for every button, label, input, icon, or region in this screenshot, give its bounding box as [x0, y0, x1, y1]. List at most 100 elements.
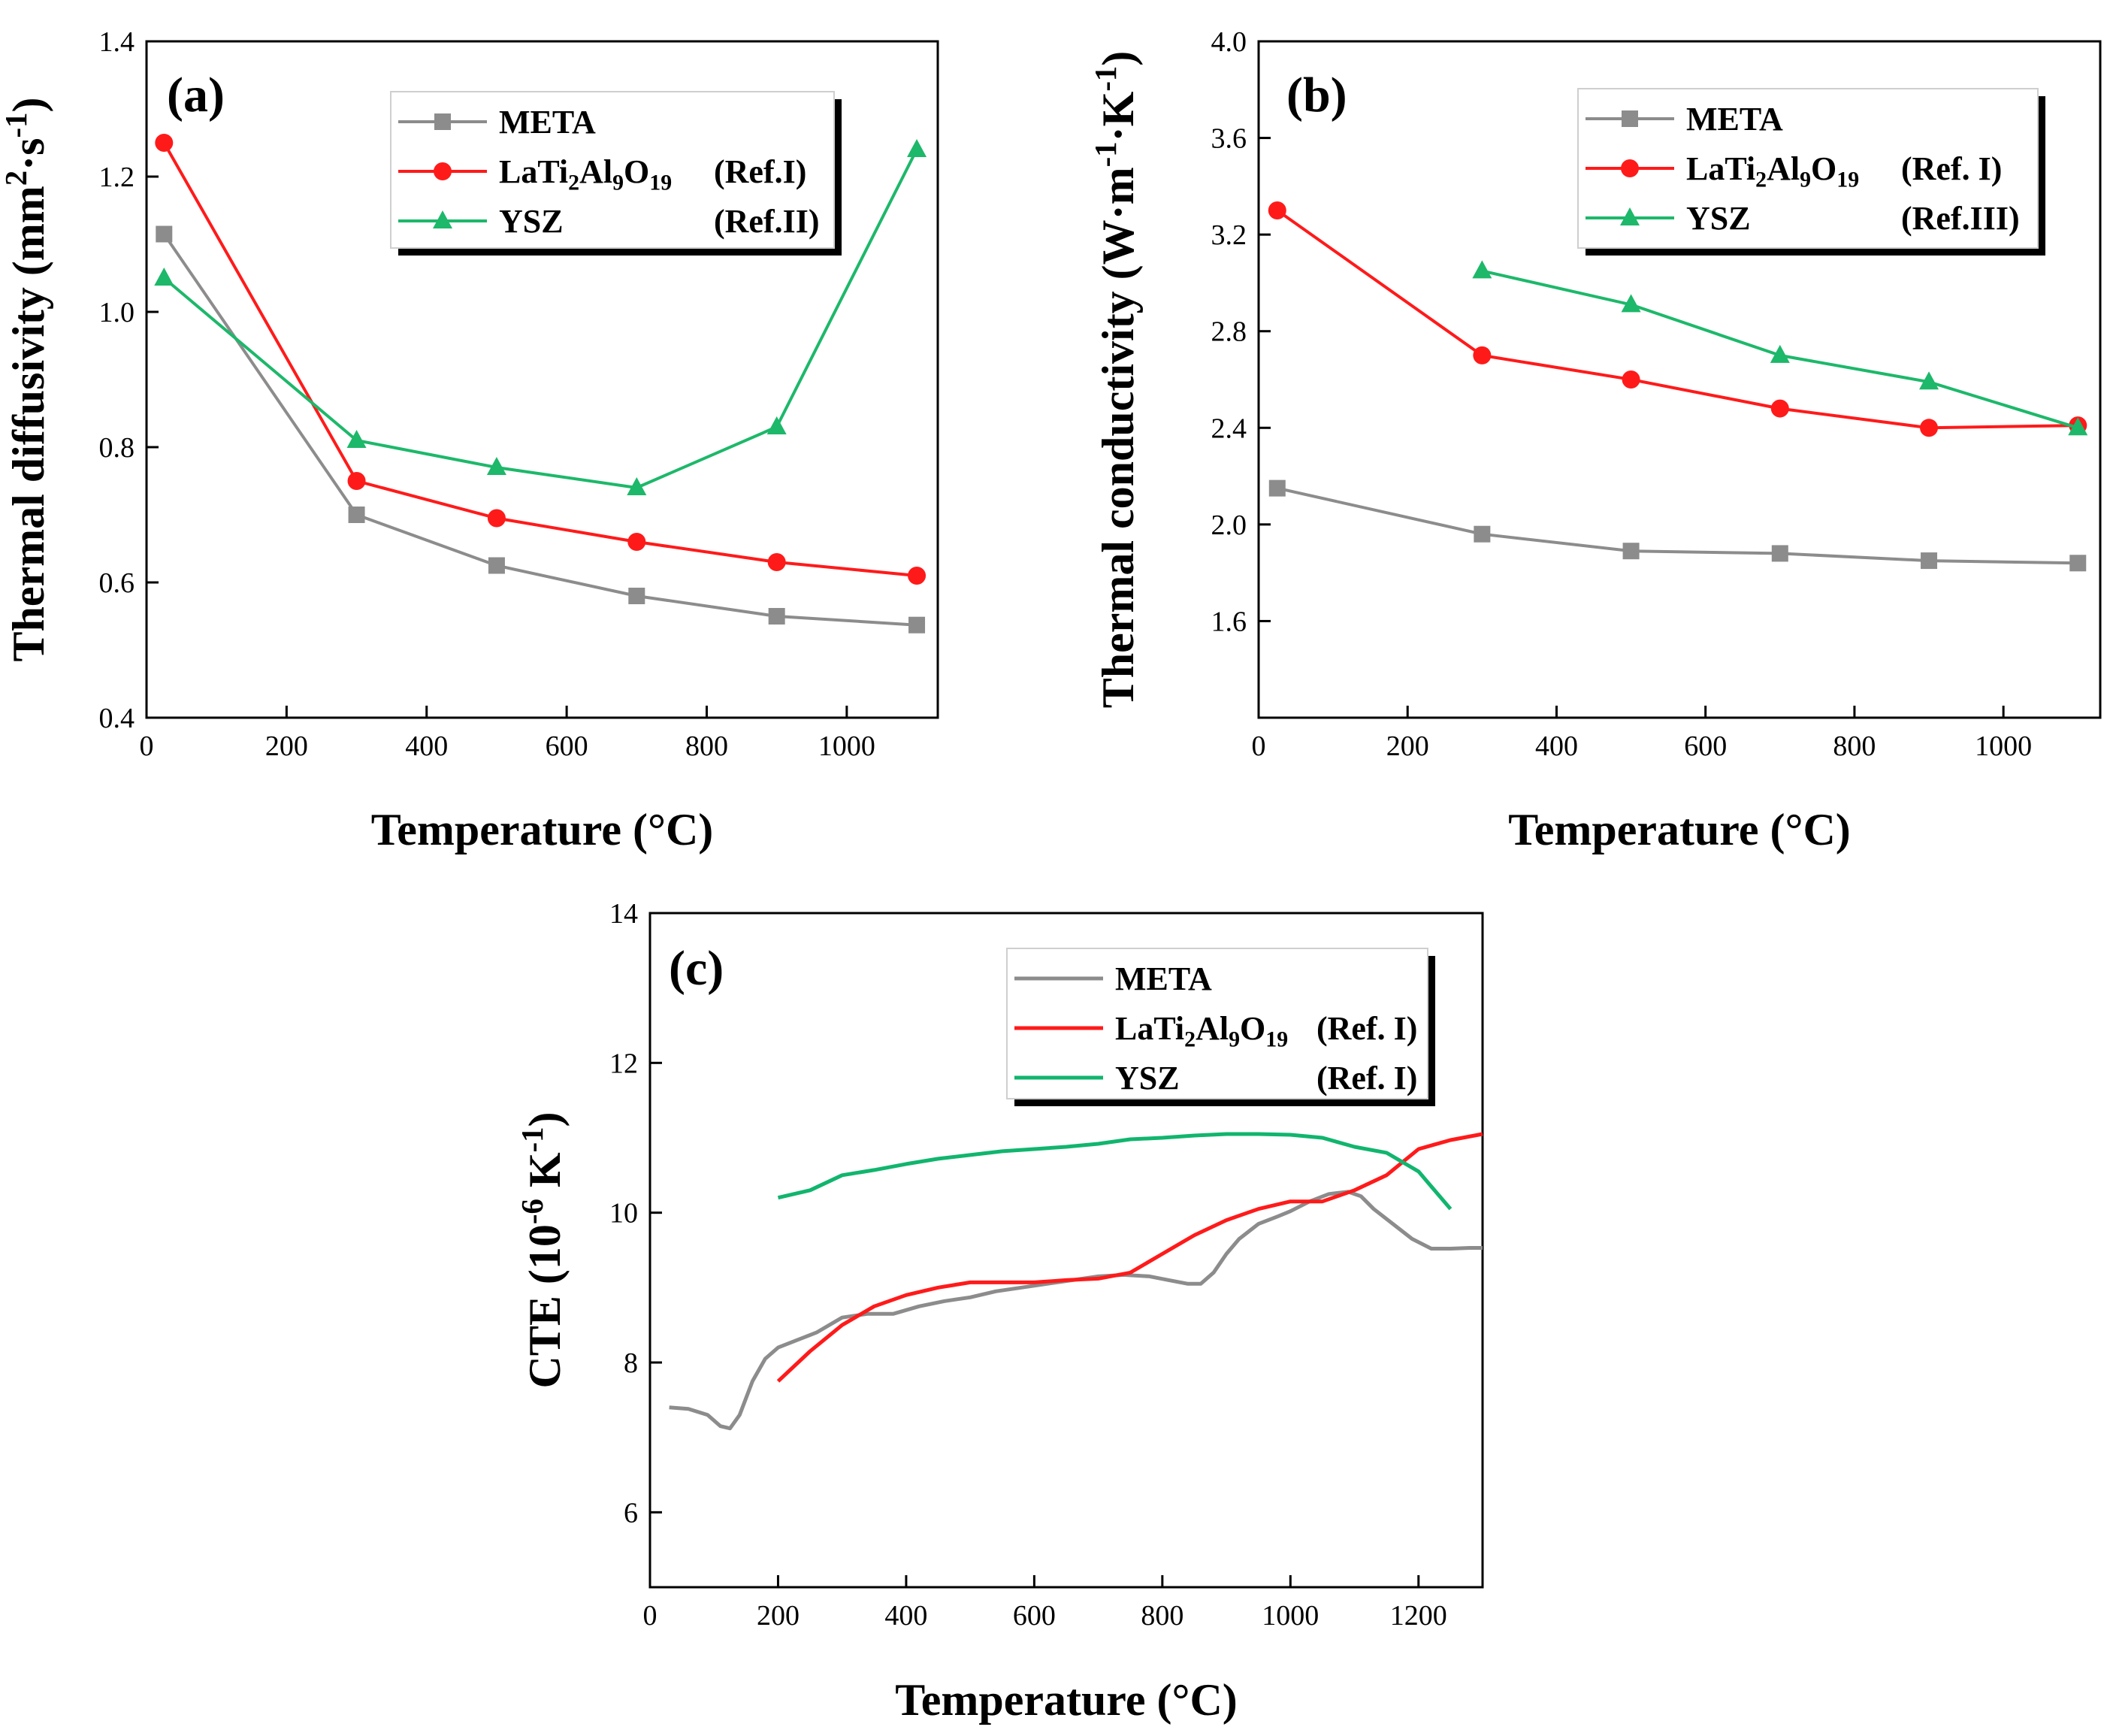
legend-ref: (Ref.II)	[714, 203, 820, 240]
x-tick-label: 200	[1386, 730, 1429, 762]
legend: META LaTi2Al9O19 (Ref. I) YSZ (Ref.III)	[1577, 88, 2045, 256]
panel-b-thermal-conductivity: 0 200 400 600 800 1000 1.6 2.0 2.4 2.8 3.2 3.6 4.0 Te…	[1089, 26, 2102, 854]
y-tick-label: 1.2	[99, 162, 135, 193]
legend-ref: (Ref.I)	[714, 153, 806, 190]
y-tick-label: 6	[624, 1497, 638, 1529]
data-point	[908, 567, 927, 585]
data-point	[627, 533, 646, 551]
data-point	[1770, 344, 1790, 363]
plot-frame	[1257, 40, 2102, 719]
x-tick-label: 800	[1833, 730, 1876, 762]
panel-label: (b)	[1286, 68, 1347, 122]
legend-label: LaTi2Al9O19	[1115, 1010, 1288, 1052]
data-point	[1472, 260, 1492, 279]
y-tick-label: 0.4	[99, 703, 135, 734]
legend-marker	[1622, 110, 1638, 127]
series-2	[777, 1132, 1453, 1211]
series-0	[156, 225, 926, 634]
series-1	[155, 134, 927, 585]
data-point	[1622, 370, 1640, 389]
legend: META LaTi2Al9O19 (Ref. I) YSZ (Ref. I)	[1006, 948, 1435, 1106]
y-axis-title: CTE (10-6 K-1)	[515, 1112, 570, 1389]
y-tick-label: 1.6	[1211, 606, 1247, 637]
x-tick-label: 0	[1252, 730, 1266, 762]
data-point	[628, 588, 645, 604]
y-tick-label: 3.6	[1211, 123, 1247, 155]
y-tick-label: 2.8	[1211, 316, 1247, 348]
y-tick-label: 8	[624, 1347, 638, 1379]
data-point	[627, 477, 647, 495]
legend-ref: (Ref. I)	[1901, 150, 2002, 187]
x-tick-label: 400	[884, 1600, 927, 1632]
x-tick-label: 600	[1684, 730, 1727, 762]
series-line	[777, 1132, 1453, 1211]
legend-label: META	[499, 104, 596, 141]
x-tick-label: 600	[1013, 1600, 1056, 1632]
legend-label: LaTi2Al9O19	[499, 153, 672, 195]
series-line	[162, 142, 917, 577]
legend-marker	[434, 162, 452, 180]
x-tick-label: 0	[643, 1600, 657, 1632]
series-line	[669, 1190, 1483, 1431]
x-tick-label: 1000	[818, 730, 875, 762]
data-point	[156, 225, 173, 243]
series-line	[1277, 486, 2078, 565]
x-axis-title: Temperature (°C)	[371, 805, 714, 854]
legend-marker	[1620, 207, 1640, 225]
x-tick-label: 200	[265, 730, 308, 762]
series-0	[669, 1190, 1483, 1431]
data-point	[2069, 555, 2087, 572]
legend-marker	[433, 210, 452, 228]
data-point	[1473, 346, 1492, 364]
series-1	[1268, 201, 2087, 437]
data-point	[2068, 417, 2088, 436]
series-line	[776, 1132, 1483, 1383]
legend-label: YSZ	[499, 203, 564, 240]
data-point	[1622, 543, 1640, 560]
y-tick-label: 12	[609, 1048, 638, 1079]
series-line	[1276, 209, 2078, 430]
data-point	[1919, 371, 1939, 390]
x-axis-title: Temperature (°C)	[895, 1675, 1238, 1725]
legend-box	[1006, 948, 1428, 1099]
legend-ref: (Ref.III)	[1901, 200, 2020, 237]
x-tick-label: 1000	[1262, 1600, 1319, 1632]
data-point	[908, 616, 926, 634]
x-tick-label: 400	[405, 730, 448, 762]
y-tick-label: 0.8	[99, 432, 135, 464]
x-tick-label: 400	[1535, 730, 1578, 762]
data-point	[768, 608, 785, 625]
data-point	[346, 430, 367, 448]
data-point	[486, 457, 506, 475]
data-point	[766, 416, 787, 434]
data-point	[347, 472, 366, 490]
data-point	[1268, 479, 1286, 497]
x-tick-label: 1200	[1390, 1600, 1447, 1632]
data-point	[488, 557, 505, 574]
y-axis-title: Thermal conductivity (W·m-1·K-1)	[1089, 51, 1143, 709]
series-0	[1268, 479, 2087, 572]
data-point	[767, 553, 786, 571]
y-tick-label: 2.0	[1211, 510, 1247, 541]
y-tick-label: 2.4	[1211, 413, 1247, 444]
legend-label: YSZ	[1686, 200, 1751, 237]
x-tick-label: 800	[685, 730, 728, 762]
data-point	[1474, 525, 1491, 543]
series-1	[776, 1132, 1483, 1383]
data-point	[907, 139, 927, 157]
series-2	[154, 139, 927, 495]
plot-frame	[648, 912, 1484, 1589]
y-tick-label: 14	[609, 898, 638, 930]
data-point	[1621, 294, 1641, 313]
series-2	[1472, 260, 2088, 436]
data-point	[348, 507, 365, 523]
x-tick-label: 1000	[1975, 730, 2032, 762]
panel-label: (a)	[167, 68, 225, 122]
panel-c-cte: 0 200 400 600 800 1000 1200 6 8 10 12 14 Temperature…	[515, 898, 1484, 1725]
x-tick-label: 800	[1141, 1600, 1183, 1632]
data-point	[1920, 419, 1939, 437]
legend-label: LaTi2Al9O19	[1686, 150, 1859, 192]
y-axis-title: Thermal diffusivity (mm2·s-1)	[0, 97, 53, 661]
legend-marker	[1621, 159, 1639, 177]
